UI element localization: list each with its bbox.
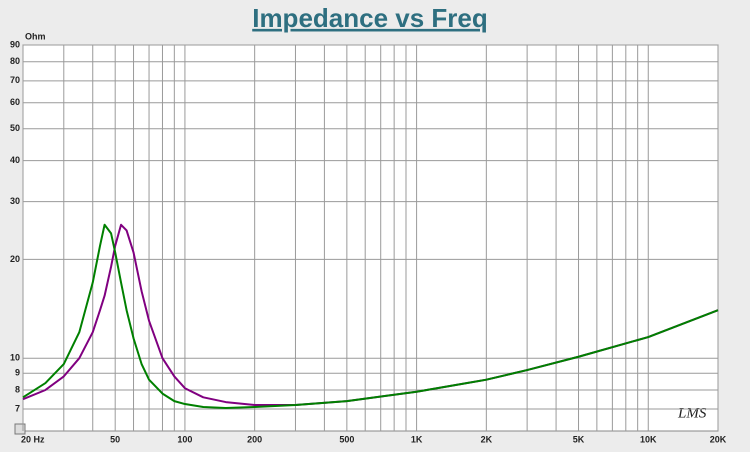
y-unit: Ohm bbox=[25, 31, 46, 41]
x-tick-label: 20K bbox=[710, 434, 727, 444]
y-tick-label: 70 bbox=[10, 75, 20, 85]
x-tick-label: 10K bbox=[640, 434, 657, 444]
plot-area bbox=[22, 44, 719, 432]
y-tick-label: 80 bbox=[10, 56, 20, 66]
y-tick-label: 10 bbox=[10, 353, 20, 363]
watermark: LMS bbox=[677, 405, 707, 421]
x-tick-label: 20 Hz bbox=[21, 434, 45, 444]
x-tick-label: 1K bbox=[411, 434, 423, 444]
y-tick-label: 40 bbox=[10, 155, 20, 165]
y-tick-label: 7 bbox=[15, 403, 20, 413]
y-tick-label: 30 bbox=[10, 196, 20, 206]
y-tick-label: 20 bbox=[10, 254, 20, 264]
icon bbox=[14, 423, 26, 435]
y-tick-label: 8 bbox=[15, 384, 20, 394]
chart-title: Impedance vs Freq bbox=[252, 3, 488, 33]
series-line bbox=[22, 223, 719, 410]
y-tick-label: 50 bbox=[10, 123, 20, 133]
x-tick-label: 50 bbox=[110, 434, 120, 444]
x-tick-label: 5K bbox=[573, 434, 585, 444]
x-tick-label: 200 bbox=[247, 434, 262, 444]
y-tick-label: 90 bbox=[10, 39, 20, 49]
x-tick-label: 500 bbox=[339, 434, 354, 444]
x-tick-label: 2K bbox=[481, 434, 493, 444]
y-tick-label: 60 bbox=[10, 97, 20, 107]
y-tick-label: 9 bbox=[15, 368, 20, 378]
x-tick-label: 100 bbox=[177, 434, 192, 444]
